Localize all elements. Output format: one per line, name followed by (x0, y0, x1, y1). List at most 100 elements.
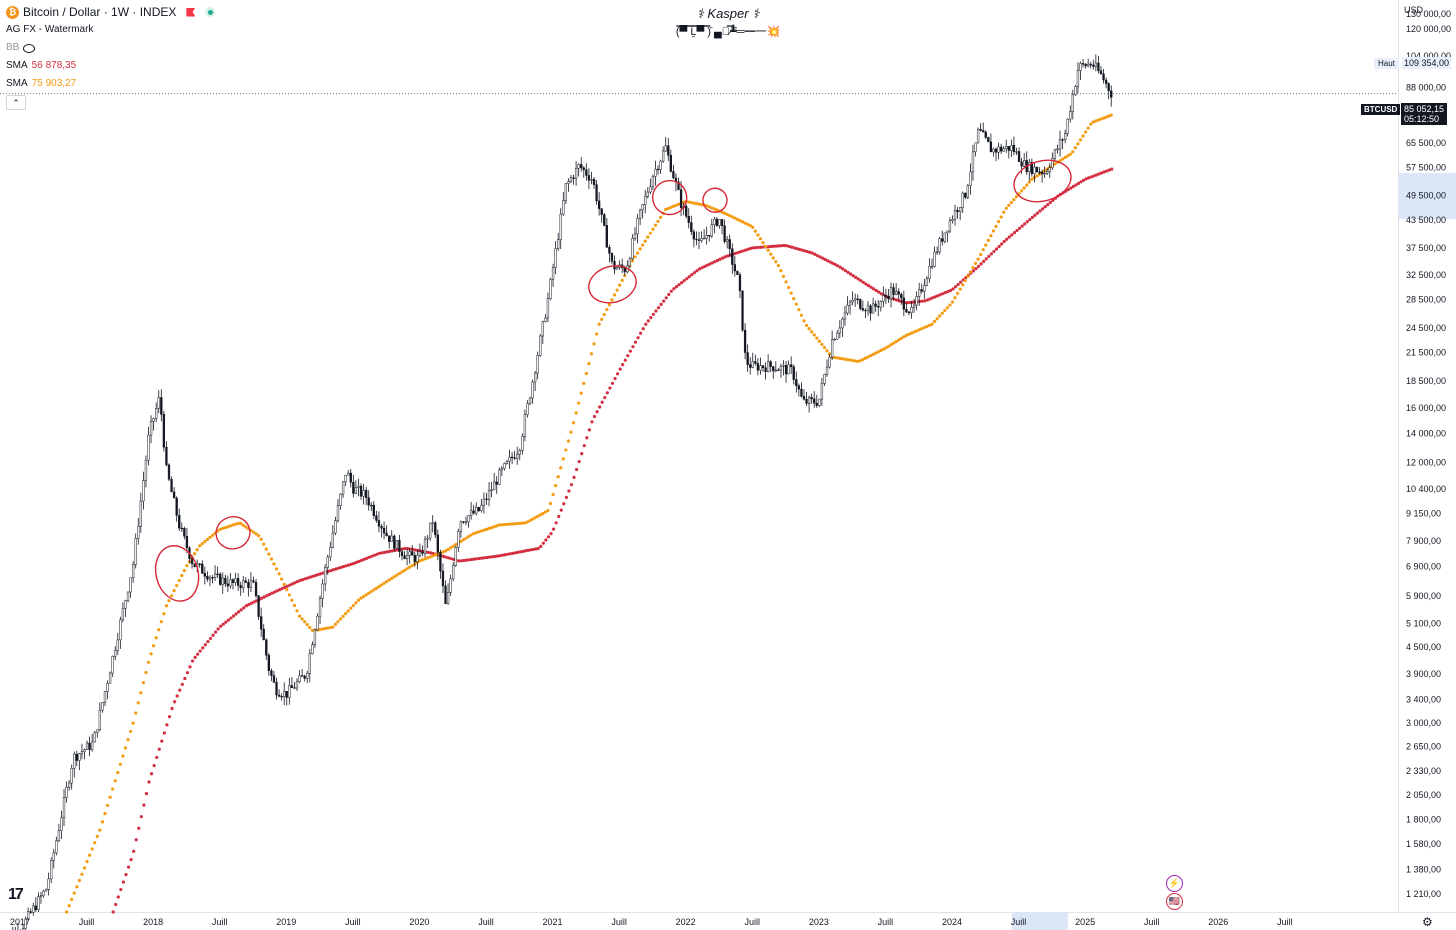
sma-red-point (692, 271, 696, 275)
sma-orange-point (902, 335, 906, 339)
candle-body (126, 591, 130, 601)
sma-orange-point (431, 554, 435, 558)
tradingview-logo[interactable]: 17 (8, 886, 24, 903)
candle-body (1028, 162, 1031, 173)
sma-red-point (137, 826, 141, 830)
sma-red-point (1023, 222, 1027, 226)
candle-body (572, 177, 575, 179)
sma-orange-point (582, 381, 586, 385)
sma-orange-point (856, 359, 860, 363)
sma-orange-point (615, 288, 619, 292)
sma-orange-point (820, 342, 824, 346)
sma-red-point (651, 312, 656, 316)
candle-body (462, 521, 465, 523)
sma-red-point (802, 249, 807, 253)
collapse-legend-button[interactable]: ⌃ (6, 95, 26, 110)
sma-orange-point (925, 324, 929, 329)
flag-icon[interactable] (186, 7, 196, 17)
candle-body (426, 537, 429, 540)
sma-orange-point (961, 283, 965, 287)
sma-orange-point (131, 721, 135, 725)
candle-body (769, 361, 772, 367)
sma-red-point (618, 367, 622, 371)
sma-orange-point (991, 229, 996, 233)
sma-red-point (357, 559, 361, 563)
watermark-indicator-row[interactable]: AG FX - Watermark (6, 21, 215, 39)
sma-red-point (1010, 233, 1014, 237)
symbol-row[interactable]: ₿ Bitcoin / Dollar · 1W · INDEX (6, 3, 216, 21)
candle-body (190, 558, 194, 565)
candle-body (500, 468, 503, 471)
sma-orange-point (676, 202, 681, 206)
sma-red-point (843, 269, 848, 273)
candle-body (311, 644, 314, 654)
sma-red-point (459, 559, 463, 563)
sma-orange-point (945, 306, 949, 310)
sma-orange-point (321, 627, 325, 631)
sma-red-point (608, 386, 612, 390)
sma-red-point (306, 576, 310, 580)
market-status-icon[interactable] (205, 7, 216, 17)
sma-red-point (580, 452, 584, 456)
symbol-title[interactable]: Bitcoin / Dollar · 1W · INDEX (23, 5, 177, 19)
candle-body (900, 294, 903, 299)
settings-icon[interactable]: ⚙ (1422, 915, 1433, 929)
sma-orange-point (541, 511, 545, 516)
sma-orange-point (297, 614, 302, 618)
sma-red-point (848, 272, 853, 276)
sma-red-point (948, 288, 953, 293)
bb-indicator-row[interactable]: BB (6, 39, 215, 57)
lightning-icon[interactable]: ⚡ (1166, 875, 1183, 892)
candle-body (790, 364, 793, 367)
candle-body (467, 515, 470, 523)
price-tick-label: 12 000,00 (1406, 457, 1446, 467)
sma-orange-point (559, 466, 563, 470)
candle-body (208, 577, 212, 580)
candle-body (129, 577, 132, 593)
sma-orange-point (871, 352, 875, 356)
sma2-indicator-row[interactable]: SMA 75 903,27 (6, 75, 215, 93)
sma-orange-point (564, 448, 568, 452)
sma-red-point (872, 287, 876, 291)
sma-red-point (767, 245, 771, 249)
candle-body (1107, 83, 1110, 92)
eye-hidden-icon[interactable] (23, 43, 36, 53)
sma-orange-point (802, 319, 806, 323)
sma-orange-point (223, 525, 227, 530)
sma-red-point (874, 288, 878, 293)
sma-orange-point (218, 527, 222, 531)
candle-body (134, 538, 137, 565)
sma-orange-point (461, 538, 466, 542)
sma-red-point (838, 265, 842, 269)
sma-orange-point (490, 525, 494, 530)
sma-orange-point (308, 625, 312, 630)
currency-selector[interactable]: USD (1404, 5, 1424, 15)
candle-body (838, 327, 841, 334)
sma1-indicator-row[interactable]: SMA 56 878,35 (6, 57, 215, 75)
sma-red-point (551, 527, 556, 531)
us-flag-icon[interactable]: 🇺🇸 (1166, 893, 1183, 910)
sma-red-point (669, 289, 673, 293)
sma-orange-point (75, 885, 79, 889)
sma-orange-point (1078, 138, 1083, 142)
sma-red-point (818, 255, 822, 259)
sma-red-point (744, 248, 748, 252)
sma-red-point (631, 345, 635, 349)
sma-red-point (124, 872, 128, 877)
sma-red-point (831, 261, 835, 265)
sma-orange-point (781, 274, 786, 278)
candle-body (667, 145, 670, 156)
sma-orange-point (710, 206, 714, 210)
sma-orange-point (405, 567, 409, 571)
sma-red-point (677, 283, 681, 287)
sma-red-point (646, 319, 650, 323)
price-tick-label: 2 050,00 (1406, 790, 1441, 800)
candle-body (239, 585, 242, 589)
sma-red-point (249, 601, 254, 605)
sma-orange-point (651, 227, 655, 231)
sma-orange-point (889, 343, 893, 347)
sma-red-point (167, 715, 172, 719)
candle-body (605, 225, 608, 248)
candle-body (359, 485, 363, 497)
